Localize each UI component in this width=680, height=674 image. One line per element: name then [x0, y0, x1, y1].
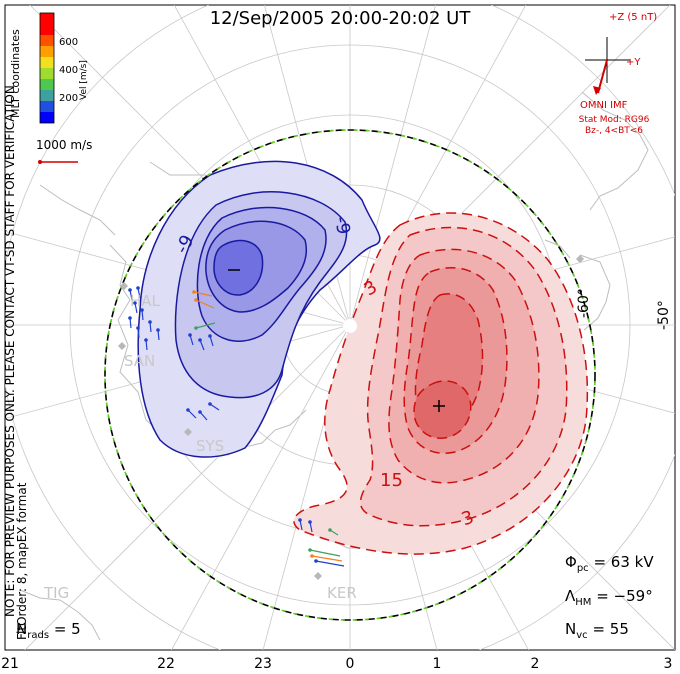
imf-y-label: +Y: [626, 57, 641, 68]
mlt-tick-23: 23: [254, 656, 272, 672]
colorbar-tick-200: 200: [59, 93, 79, 104]
mlt-tick-0: 0: [345, 656, 355, 672]
contour-label-neg-b: -9: [330, 214, 354, 237]
hm-latitude: ΛHM = −59°: [565, 587, 653, 608]
imf-source: OMNI IMF: [580, 100, 628, 111]
colorbar-label: Vel [m/s]: [79, 60, 89, 100]
colorbar-tick-600: 600: [59, 37, 79, 48]
station-san: SAN: [124, 352, 156, 370]
phi-value: = 63 kV: [593, 553, 654, 571]
imf-z-label: +Z (5 nT): [609, 12, 658, 23]
station-hal-marker: [120, 282, 128, 290]
station-tig-marker: [576, 255, 584, 263]
pole-marker: [343, 319, 357, 333]
phi-symbol: Φ: [565, 553, 577, 571]
mlt-tick-2: 2: [530, 656, 540, 672]
station-sys-marker: [184, 428, 192, 436]
negative-potential-cell: [137, 160, 381, 458]
station-sys: SYS: [196, 437, 225, 455]
neg-fill-5: [213, 239, 264, 296]
fitorder-note: FitOrder: 8, mapEX format: [15, 482, 29, 640]
lambda-subscript: HM: [575, 597, 592, 608]
contour-label-pos-b: 15: [380, 470, 403, 491]
lat-label-60: -60°: [576, 288, 592, 318]
vector: [195, 322, 216, 329]
mlt-tick-22: 22: [157, 656, 175, 672]
vector: [311, 555, 343, 562]
station-ker-marker: [314, 572, 322, 580]
max-potential-marker: [433, 400, 445, 412]
vector: [193, 291, 213, 297]
radar-count: Nrads = 5: [16, 620, 81, 641]
vector: [195, 299, 215, 309]
plot-frame: [4, 4, 676, 651]
station-ker: KER: [327, 584, 357, 602]
nrads-value: = 5: [53, 620, 81, 638]
pos-fill-6: [413, 380, 472, 439]
lambda-symbol: Λ: [565, 587, 576, 605]
vector: [187, 409, 197, 419]
vector-scale-label: 1000 m/s: [36, 138, 93, 152]
lambda-value: = −59°: [596, 587, 653, 605]
vector-scale-bar: [38, 160, 78, 164]
vector-count: Nvc = 55: [565, 620, 629, 641]
lat-label-50: -50°: [656, 300, 672, 330]
velocity-vectors: [128, 286, 345, 567]
station-markers: [118, 255, 584, 580]
vector: [309, 549, 341, 557]
hm-boundary-black: [104, 129, 596, 621]
positive-potential-cell: [293, 212, 589, 555]
model-line-2: Bz-, 4<BT<6: [584, 126, 644, 136]
velocity-colorbar: [39, 12, 55, 124]
nrads-symbol: N: [16, 620, 28, 638]
nvc-value: = 55: [592, 620, 629, 638]
mlt-tick-1: 1: [432, 656, 442, 672]
station-hal: HAL: [130, 292, 160, 310]
vector: [315, 560, 345, 567]
mlt-tick-3: 3: [663, 656, 673, 672]
station-san-marker: [118, 342, 126, 350]
nvc-symbol: N: [565, 620, 577, 638]
nvc-subscript: vc: [576, 630, 588, 641]
cross-polar-potential: Φpc = 63 kV: [565, 553, 654, 574]
imf-diagram: [585, 37, 630, 95]
model-line-1: Stat Mod: RG96: [578, 115, 650, 125]
mlt-tick-21: 21: [1, 656, 19, 672]
map-title: 12/Sep/2005 20:00-20:02 UT: [209, 8, 471, 29]
colorbar-tick-400: 400: [59, 65, 79, 76]
phi-subscript: pc: [576, 563, 589, 574]
station-tig: TIG: [44, 584, 70, 602]
nrads-subscript: rads: [27, 630, 50, 641]
vector: [209, 403, 220, 411]
